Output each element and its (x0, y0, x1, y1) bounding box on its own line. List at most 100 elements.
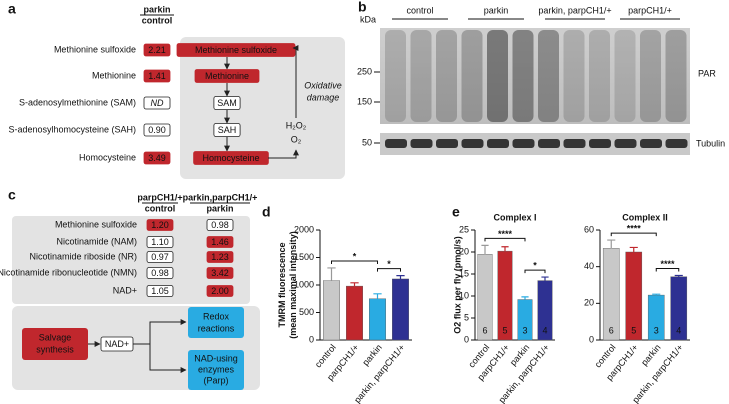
value-box (143, 123, 171, 137)
tubulin-band (385, 139, 407, 148)
error-bar (629, 246, 638, 252)
n-label: 3 (522, 325, 527, 335)
value-box (143, 69, 171, 83)
error-bar (541, 276, 549, 281)
value-box (206, 285, 234, 297)
y-tick-label: 25 (459, 224, 469, 234)
y-tick-label: 60 (584, 224, 594, 234)
column-header: parpCH1/+ (137, 192, 182, 202)
lane (512, 30, 534, 122)
y-tick-label: 15 (459, 268, 469, 278)
enzymes-text: NAD-using (194, 353, 238, 363)
bar (346, 285, 363, 341)
n-label: 5 (502, 325, 507, 335)
metabolite-name: Nicotinamide riboside (NR) (29, 251, 137, 261)
y-tick-label: 5 (464, 312, 469, 322)
value-text: ND (151, 98, 164, 108)
lane (665, 30, 687, 122)
redox-text: Redox (203, 311, 230, 321)
bracket (610, 232, 657, 237)
value-text: 2.00 (211, 286, 229, 296)
pathway-arrow (292, 45, 299, 118)
pathway-text: Homocysteine (202, 153, 259, 163)
panel-label: d (262, 204, 271, 220)
y-tick-label: 10 (459, 290, 469, 300)
bracket (484, 237, 526, 242)
tubulin-band (512, 139, 535, 148)
n-label: 4 (542, 325, 547, 335)
mw-marker: 50 (362, 137, 372, 147)
enzymes-text: (Parp) (203, 375, 228, 385)
value-box (143, 43, 171, 57)
tubulin-band (487, 139, 509, 148)
y-axis-label: O2 flux per fly (pmol/s) (452, 236, 462, 334)
lane (487, 30, 508, 122)
value-box (146, 267, 174, 279)
significance: **** (627, 223, 642, 233)
y-tick-label: 2000 (294, 224, 314, 234)
error-bar (327, 267, 336, 281)
n-label: 6 (609, 325, 614, 335)
error-bar (607, 239, 616, 249)
value-box (206, 236, 234, 248)
par-blot (380, 28, 690, 124)
panel-label: b (358, 0, 367, 15)
value-text: 1.41 (148, 71, 166, 81)
n-label: 6 (482, 325, 487, 335)
pathway-box (194, 69, 260, 83)
metabolite-name: Methionine sulfoxide (55, 219, 137, 229)
band-label: PAR (698, 68, 716, 78)
y-tick-label: 20 (584, 298, 594, 308)
bar (323, 280, 340, 341)
group-label: control (406, 5, 433, 15)
tubulin-band (538, 139, 560, 148)
lane (385, 30, 406, 122)
salvage-box (22, 328, 88, 360)
y-tick-label: 0 (309, 334, 314, 344)
value-text: 1.46 (211, 237, 229, 247)
significance: **** (498, 229, 513, 239)
error-bar (652, 293, 661, 296)
bar (369, 298, 386, 341)
y-tick-label: 20 (459, 246, 469, 256)
group-label: parkin (484, 5, 509, 15)
redox-text: reactions (198, 323, 235, 333)
panel-label: e (452, 204, 460, 220)
pathway-text: Methionine sulfoxide (195, 45, 277, 55)
value-text: 0.98 (151, 268, 169, 278)
error-bar (521, 296, 529, 300)
value-box (146, 236, 174, 248)
significance: * (353, 251, 357, 261)
y-axis-label: (mean maximal intensity) (288, 231, 298, 339)
y-tick-label: 1000 (294, 279, 314, 289)
chart-title: Complex I (493, 212, 536, 222)
y-tick-label: 40 (584, 261, 594, 271)
tubulin-band (461, 139, 484, 148)
error-bar (350, 282, 359, 287)
metabolite-name: Homocysteine (79, 152, 136, 162)
column-header: control (142, 15, 173, 25)
value-text: 0.90 (148, 125, 166, 135)
pathway-box (213, 96, 241, 110)
lane (563, 30, 585, 122)
y-tick-label: 1500 (294, 252, 314, 262)
value-box (146, 251, 174, 263)
panel-label: c (8, 187, 16, 203)
pathway-text: SAM (217, 98, 237, 108)
annotation: damage (307, 92, 340, 102)
value-text: 3.42 (211, 268, 229, 278)
value-text: 1.10 (151, 237, 169, 247)
metabolite-name: S-adenosylmethionine (SAM) (19, 97, 136, 107)
lane (436, 30, 457, 122)
tubulin-blot (380, 133, 690, 155)
tubulin-band (563, 139, 586, 148)
pathway-text: SAH (218, 125, 237, 135)
arrow (133, 319, 187, 345)
bracket (655, 267, 680, 272)
metabolite-name: NAD+ (113, 285, 137, 295)
column-header: parkin (206, 203, 233, 213)
salvage-text: Salvage (39, 332, 72, 342)
lane (589, 30, 610, 122)
panel-label: a (8, 1, 16, 17)
error-bar (396, 275, 405, 279)
